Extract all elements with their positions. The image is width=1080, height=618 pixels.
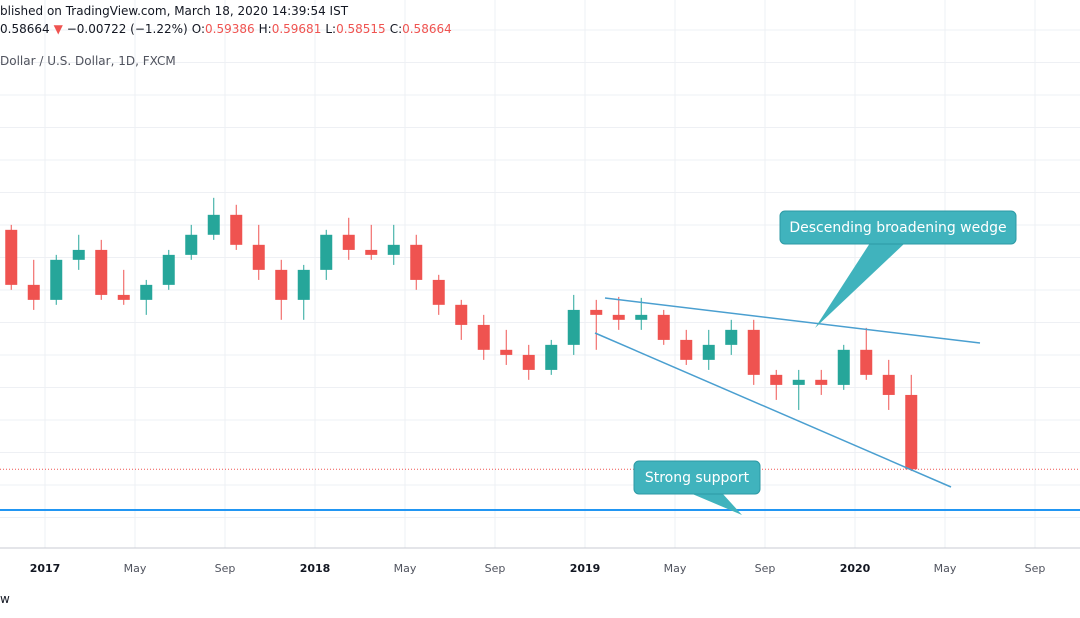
candle-body bbox=[27, 284, 40, 300]
x-tick-label: Sep bbox=[485, 562, 506, 575]
callout-box bbox=[633, 460, 761, 495]
candle-body bbox=[860, 349, 873, 375]
candle-body bbox=[410, 244, 423, 280]
candle-body bbox=[522, 354, 535, 370]
candle-body bbox=[252, 244, 265, 270]
x-tick-label: 2018 bbox=[300, 562, 331, 575]
candle-body bbox=[657, 314, 670, 340]
candle-body bbox=[207, 214, 220, 235]
candle-body bbox=[500, 349, 513, 355]
candle-body bbox=[5, 229, 18, 285]
annotation: Strong support bbox=[645, 470, 750, 486]
x-tick-label: 2017 bbox=[30, 562, 61, 575]
low-label: L: bbox=[325, 22, 337, 36]
candle-body bbox=[882, 374, 895, 395]
candle-body bbox=[275, 269, 288, 300]
open-label: O: bbox=[191, 22, 205, 36]
callout-pointer bbox=[815, 243, 905, 328]
wedge-lower-line bbox=[594, 332, 952, 488]
candle-body bbox=[230, 214, 243, 245]
candle-body bbox=[702, 344, 715, 360]
ohlc-line: 0.58664 ▼ −0.00722 (−1.22%) O:0.59386 H:0.5… bbox=[0, 22, 452, 36]
candle-body bbox=[95, 249, 108, 295]
candle-body bbox=[342, 234, 355, 250]
candle-body bbox=[140, 284, 153, 300]
change: −0.00722 (−1.22%) bbox=[66, 22, 188, 36]
candle-body bbox=[455, 304, 468, 325]
candle-body bbox=[815, 379, 828, 385]
x-tick-label: May bbox=[394, 562, 417, 575]
x-tick-label: Sep bbox=[1025, 562, 1046, 575]
low: 0.58515 bbox=[336, 22, 386, 36]
x-tick-label: 2019 bbox=[570, 562, 601, 575]
candle-body bbox=[545, 344, 558, 370]
x-tick-label: Sep bbox=[755, 562, 776, 575]
close-label: C: bbox=[389, 22, 403, 36]
candle-body bbox=[297, 269, 310, 300]
wedge-upper-line bbox=[604, 297, 981, 344]
footer: w bbox=[0, 592, 10, 606]
x-tick-label: May bbox=[664, 562, 687, 575]
grid bbox=[0, 0, 1080, 548]
high: 0.59681 bbox=[271, 22, 322, 36]
candle-body bbox=[387, 244, 400, 255]
candle-body bbox=[72, 249, 85, 260]
candle-body bbox=[320, 234, 333, 270]
callout-box bbox=[779, 210, 1017, 245]
x-tick-label: Sep bbox=[215, 562, 236, 575]
x-tick-label: May bbox=[124, 562, 147, 575]
last-price: 0.58664 bbox=[0, 22, 50, 36]
candle-body bbox=[590, 309, 603, 315]
candle-body bbox=[612, 314, 625, 320]
candle-body bbox=[725, 329, 738, 345]
candle-body bbox=[365, 249, 378, 255]
candle-body bbox=[792, 379, 805, 385]
candle-body bbox=[747, 329, 760, 375]
change-arrow: ▼ bbox=[53, 22, 63, 36]
published-line: blished on TradingView.com, March 18, 20… bbox=[0, 4, 349, 18]
candle-body bbox=[477, 324, 490, 350]
symbol: Dollar / U.S. Dollar, 1D, FXCM bbox=[0, 54, 176, 68]
candle-body bbox=[837, 349, 850, 385]
open: 0.59386 bbox=[205, 22, 255, 36]
candle-body bbox=[432, 279, 445, 305]
candle-body bbox=[117, 294, 130, 300]
candles bbox=[0, 197, 1080, 472]
x-tick-label: May bbox=[934, 562, 957, 575]
x-axis-labels: 2017 May Sep 2018 May Sep 2019 May Sep 2020 May Sep bbox=[30, 562, 1046, 575]
x-tick-label: 2020 bbox=[840, 562, 871, 575]
callout-pointer bbox=[690, 493, 742, 515]
candle-body bbox=[567, 309, 580, 345]
annotation: Descending broadening wedge bbox=[789, 220, 1006, 236]
high-label: H: bbox=[258, 22, 272, 36]
candle-body bbox=[162, 254, 175, 285]
candle-body bbox=[770, 374, 783, 385]
candle-body bbox=[635, 314, 648, 320]
candle-body bbox=[185, 234, 198, 255]
candle-body bbox=[905, 394, 918, 470]
candle-body bbox=[680, 339, 693, 360]
candle-body bbox=[50, 259, 63, 300]
close: 0.58664 bbox=[402, 22, 452, 36]
